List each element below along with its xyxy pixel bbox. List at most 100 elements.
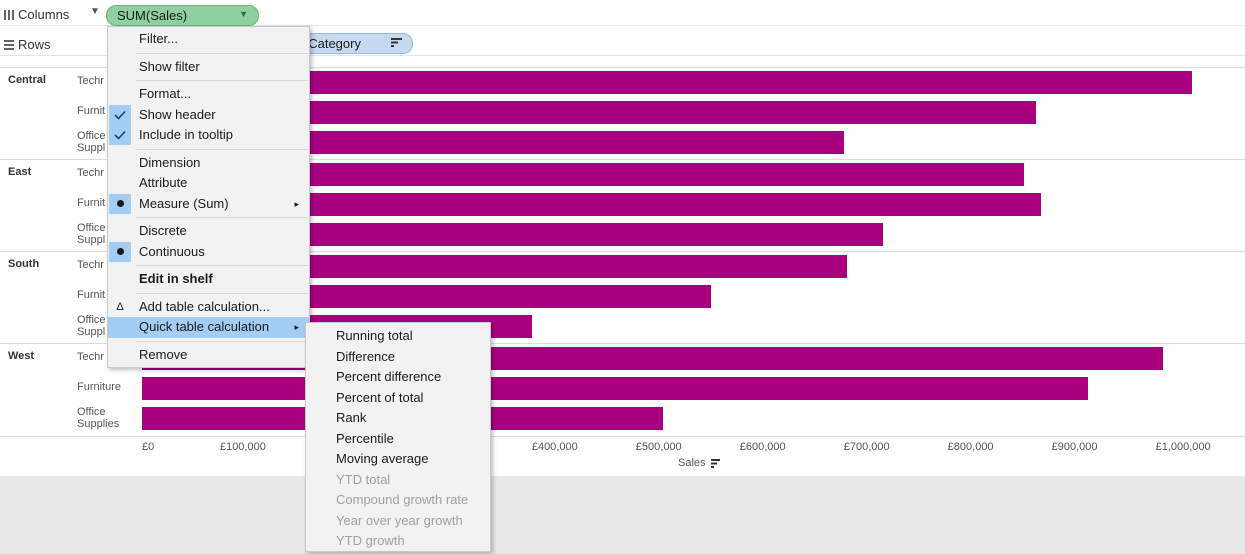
- bar-mark[interactable]: [142, 255, 847, 278]
- region-label: Central: [8, 74, 46, 86]
- menu-item-show-filter[interactable]: Show filter: [108, 57, 309, 78]
- x-axis-tick-label: £800,000: [947, 441, 994, 453]
- sort-descending-icon[interactable]: [391, 37, 402, 47]
- submenu-item-label: Moving average: [336, 451, 429, 466]
- group-divider: [0, 251, 1245, 252]
- region-label: East: [8, 166, 32, 178]
- bar-mark[interactable]: [142, 193, 1042, 216]
- menu-separator: [136, 265, 308, 266]
- delta-icon: Δ: [116, 300, 124, 313]
- submenu-item-rank[interactable]: Rank: [306, 408, 490, 429]
- radio-dot-icon: [109, 193, 131, 214]
- category-label: Furnit: [77, 289, 106, 301]
- menu-item-label: Quick table calculation: [139, 319, 270, 334]
- menu-item-label: Measure (Sum): [139, 195, 229, 211]
- menu-item-show-header[interactable]: Show header: [108, 104, 309, 126]
- menu-item-measure-sum[interactable]: Measure (Sum) ▸: [108, 193, 309, 215]
- x-axis-title[interactable]: Sales: [678, 457, 720, 469]
- category-label: Techr: [77, 167, 104, 179]
- menu-item-label: Include in tooltip: [139, 127, 233, 142]
- empty-gutter: [109, 57, 131, 77]
- menu-item-attribute[interactable]: Attribute: [108, 173, 309, 194]
- menu-item-discrete[interactable]: Discrete: [108, 221, 309, 242]
- rows-label-text: Rows: [18, 37, 51, 52]
- group-divider: [0, 343, 1245, 344]
- empty-gutter: [109, 153, 131, 173]
- menu-item-label: Continuous: [139, 243, 205, 259]
- x-axis-tick-label: £700,000: [843, 441, 890, 453]
- columns-label-text: Columns: [18, 7, 70, 22]
- menu-item-label: Filter...: [139, 31, 179, 46]
- menu-item-format[interactable]: Format...: [108, 84, 309, 105]
- bar-mark[interactable]: [142, 377, 1089, 400]
- pill-dropdown-icon[interactable]: ▼: [239, 9, 248, 19]
- submenu-item-label: YTD growth: [336, 533, 405, 548]
- menu-item-label: Format...: [139, 86, 192, 101]
- category-label: Office Suppl: [77, 222, 106, 246]
- x-axis-tick-label: £100,000: [219, 441, 266, 453]
- menu-item-quick-table-calculation[interactable]: Quick table calculation ▸: [108, 317, 309, 338]
- sum-sales-pill[interactable]: SUM(Sales) ▼: [106, 5, 259, 26]
- category-label: Furniture: [77, 381, 122, 393]
- empty-gutter: [109, 221, 131, 241]
- submenu-item-label: Difference: [336, 348, 396, 364]
- menu-item-label: Edit in shelf: [139, 271, 213, 286]
- columns-icon: [4, 9, 14, 20]
- region-label: West: [8, 350, 35, 362]
- region-label: South: [8, 258, 40, 270]
- menu-item-label: Attribute: [139, 175, 188, 190]
- menu-item-continuous[interactable]: Continuous: [108, 241, 309, 263]
- menu-item-label: Add table calculation...: [139, 298, 270, 314]
- menu-separator: [136, 292, 308, 294]
- menu-separator: [136, 217, 308, 218]
- submenu-item-percentile[interactable]: Percentile: [306, 429, 490, 450]
- menu-item-remove[interactable]: Remove: [108, 345, 309, 366]
- menu-item-label: Remove: [139, 346, 188, 362]
- submenu-item-percent-difference[interactable]: Percent difference: [306, 367, 490, 388]
- submenu-item-difference[interactable]: Difference: [306, 347, 490, 368]
- submenu-arrow-icon: ▸: [294, 322, 299, 332]
- submenu-item-moving-average[interactable]: Moving average: [306, 449, 490, 470]
- columns-shelf: Columns ▼ SUM(Sales) ▼: [0, 2, 1245, 26]
- submenu-item-ytd-growth: YTD growth: [306, 531, 490, 552]
- menu-item-edit-in-shelf[interactable]: Edit in shelf: [108, 269, 309, 290]
- category-pill-label: t Category: [301, 36, 361, 51]
- menu-item-label: Show header: [139, 106, 216, 122]
- columns-dropdown-icon[interactable]: ▼: [90, 6, 100, 17]
- submenu-item-label: Percentile: [336, 430, 394, 446]
- submenu-item-percent-of-total[interactable]: Percent of total: [306, 388, 490, 409]
- menu-separator: [136, 52, 308, 54]
- rows-icon: [4, 39, 14, 50]
- category-label: Office Suppl: [77, 130, 106, 154]
- bar-mark[interactable]: [142, 163, 1024, 186]
- menu-item-add-table-calculation[interactable]: Δ Add table calculation...: [108, 297, 309, 318]
- bar-mark[interactable]: [142, 131, 844, 154]
- menu-item-label: Show filter: [139, 58, 200, 74]
- submenu-item-label: Compound growth rate: [336, 492, 469, 507]
- empty-gutter: [109, 84, 131, 104]
- x-axis-tick-label: £900,000: [1051, 441, 1098, 453]
- sort-icon[interactable]: [710, 458, 720, 468]
- menu-separator: [136, 80, 308, 81]
- pill-context-menu: Filter... Show filter Format... Show header…: [107, 26, 310, 368]
- menu-item-label: Discrete: [139, 223, 187, 238]
- menu-item-include-in-tooltip[interactable]: Include in tooltip: [108, 125, 309, 146]
- submenu-item-running-total[interactable]: Running total: [306, 326, 490, 347]
- x-axis-tick-label: £400,000: [531, 441, 578, 453]
- category-label: Office Supplies: [77, 406, 120, 430]
- bar-mark[interactable]: [142, 101, 1037, 124]
- submenu-item-label: Percent of total: [336, 389, 424, 405]
- radio-dot-icon: [109, 241, 131, 262]
- menu-item-filter[interactable]: Filter...: [108, 29, 309, 50]
- check-icon: [109, 104, 131, 125]
- menu-item-dimension[interactable]: Dimension: [108, 153, 309, 174]
- submenu-item-label: Year over year growth: [336, 512, 463, 528]
- category-label: Techr: [77, 351, 104, 363]
- empty-gutter: [109, 173, 131, 193]
- x-axis-tick-label: £600,000: [739, 441, 786, 453]
- group-divider: [0, 436, 1245, 437]
- bar-mark[interactable]: [142, 71, 1192, 94]
- bar-mark[interactable]: [142, 223, 884, 246]
- submenu-item-compound-growth-rate: Compound growth rate: [306, 490, 490, 511]
- category-label: Techr: [77, 259, 104, 271]
